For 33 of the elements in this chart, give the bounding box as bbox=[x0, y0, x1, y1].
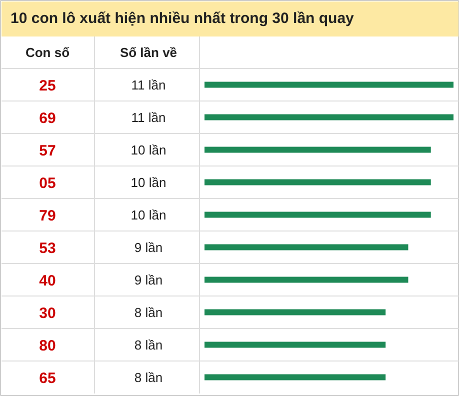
y-tick-label: 25 bbox=[39, 77, 56, 94]
y-tick-label: 65 bbox=[39, 370, 56, 387]
y-tick-label: 57 bbox=[39, 142, 56, 160]
bar bbox=[204, 179, 431, 186]
y-tick-label: 79 bbox=[39, 207, 56, 224]
data-label: 9 lần bbox=[134, 272, 163, 288]
data-label: 9 lần bbox=[134, 240, 163, 255]
bar bbox=[204, 309, 386, 316]
data-label: 10 lần bbox=[130, 174, 166, 190]
data-label: 10 lần bbox=[130, 142, 166, 158]
bar bbox=[204, 244, 408, 250]
data-label: 11 lần bbox=[131, 110, 166, 125]
y-tick-label: 05 bbox=[39, 174, 56, 192]
data-label: 8 lần bbox=[134, 370, 163, 385]
y-axis-title: Con số bbox=[25, 45, 70, 60]
bar bbox=[204, 82, 454, 88]
bar bbox=[204, 276, 408, 283]
y-tick-label: 80 bbox=[39, 337, 56, 354]
data-label: 11 lần bbox=[131, 77, 166, 92]
bar bbox=[204, 342, 386, 348]
y-tick-label: 69 bbox=[39, 110, 56, 127]
chart-title: 10 con lô xuất hiện nhiều nhất trong 30 lần quay bbox=[10, 10, 355, 27]
data-label: 10 lần bbox=[130, 207, 166, 222]
x-axis-title: Số lần về bbox=[120, 45, 178, 60]
bar bbox=[204, 146, 431, 153]
bar bbox=[204, 374, 386, 380]
y-tick-label: 53 bbox=[39, 240, 56, 257]
data-label: 8 lần bbox=[134, 304, 163, 320]
data-label: 8 lần bbox=[134, 337, 163, 352]
bar bbox=[204, 212, 431, 218]
y-tick-label: 30 bbox=[39, 304, 56, 322]
y-tick-label: 40 bbox=[39, 272, 56, 290]
bar bbox=[204, 114, 454, 120]
